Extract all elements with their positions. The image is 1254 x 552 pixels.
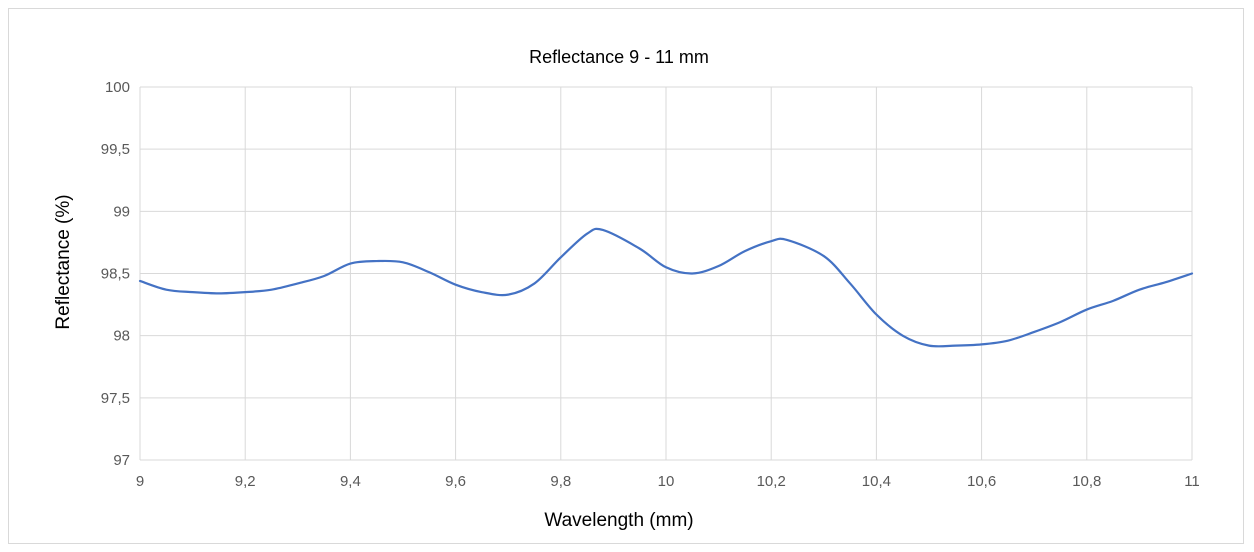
x-tick-label: 9,2 [235,473,256,490]
x-tick-label: 10,6 [967,473,996,490]
chart-title: Reflectance 9 - 11 mm [529,47,709,67]
x-tick-label: 9,6 [445,473,466,490]
line-chart: 97 97,5 98 98,5 99 99,5 100 9 9,2 9,4 9,6 9,8 10 10,2… [53,47,1200,531]
x-tick-label: 9,8 [550,473,571,490]
x-tick-label: 9,4 [340,473,361,490]
y-tick-label: 97,5 [101,390,130,407]
x-tick-label: 9 [136,473,144,490]
y-tick-label: 98 [113,328,130,345]
x-axis-title: Wavelength (mm) [544,510,693,531]
series-layer [138,227,1194,348]
tick-labels: 97 97,5 98 98,5 99 99,5 100 9 9,2 9,4 9,6 9,8 10 10,2… [101,79,1200,490]
x-tick-label: 10 [658,473,675,490]
y-tick-label: 98,5 [101,266,130,283]
series-line [138,227,1194,348]
x-tick-label: 10,4 [862,473,891,490]
chart-frame: 97 97,5 98 98,5 99 99,5 100 9 9,2 9,4 9,6 9,8 10 10,2… [8,8,1244,544]
y-tick-label: 100 [105,79,130,96]
x-tick-label: 10,2 [757,473,786,490]
y-tick-label: 99 [113,203,130,220]
x-tick-label: 11 [1184,473,1200,490]
y-axis-title: Reflectance (%) [53,194,74,329]
gridlines [139,86,1193,461]
y-tick-label: 97 [113,452,130,469]
y-tick-label: 99,5 [101,141,130,158]
x-tick-label: 10,8 [1072,473,1101,490]
